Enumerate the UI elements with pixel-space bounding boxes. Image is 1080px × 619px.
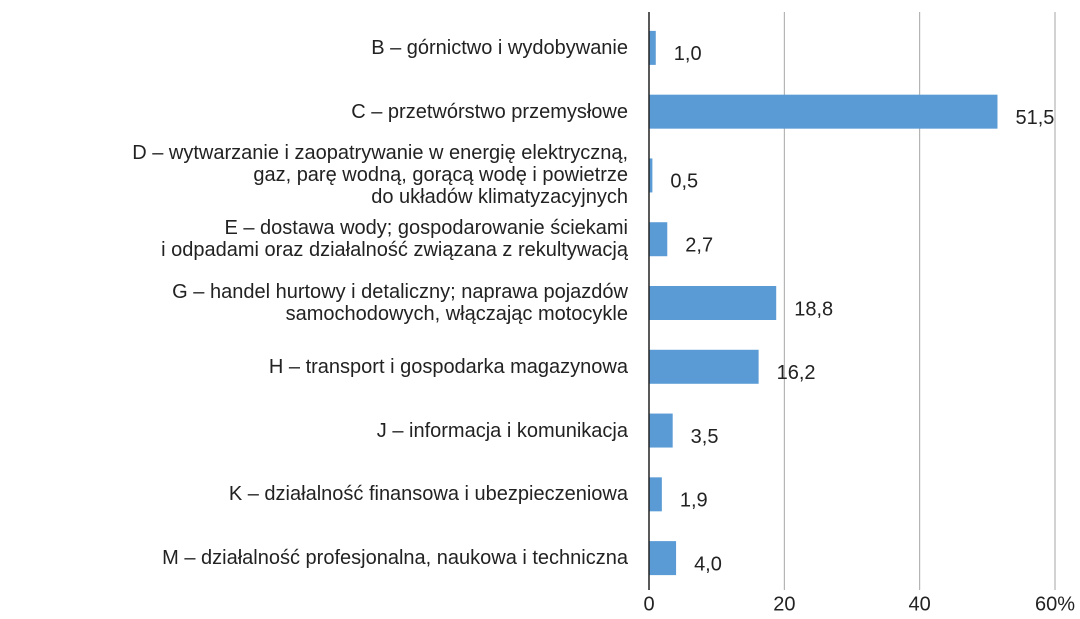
x-tick-label: 40 — [909, 593, 931, 615]
y-tick-label: E – dostawa wody; gospodarowanie ściekam… — [161, 217, 628, 262]
bar — [649, 94, 998, 129]
bar — [649, 477, 662, 512]
bar — [649, 158, 653, 193]
value-label: 0,5 — [670, 171, 698, 193]
y-tick-label: D – wytwarzanie i zaopatrywanie w energi… — [132, 142, 628, 209]
y-tick-label: H – transport i gospodarka magazynowa — [268, 355, 628, 378]
value-label: 18,8 — [794, 298, 833, 320]
y-tick-label: M – działalność profesjonalna, naukowa i… — [162, 547, 628, 570]
y-tick-label: B – górnictwo i wydobywanie — [371, 36, 628, 59]
value-label: 4,0 — [694, 553, 722, 575]
value-label: 2,7 — [685, 235, 713, 257]
bar — [649, 541, 677, 576]
y-tick-label: G – handel hurtowy i detaliczny; naprawa… — [172, 281, 628, 325]
bar — [649, 413, 673, 448]
x-tick-label: 0 — [643, 593, 654, 615]
value-label: 51,5 — [1015, 107, 1054, 129]
y-tick-label: J – informacja i komunikacja — [376, 419, 628, 442]
value-label: 3,5 — [691, 426, 719, 448]
bar — [649, 349, 759, 384]
bar — [649, 30, 656, 65]
bar — [649, 222, 668, 257]
bar — [649, 286, 777, 320]
value-label: 1,9 — [680, 490, 708, 512]
value-label: 16,2 — [777, 362, 816, 384]
x-tick-label: 20 — [773, 593, 795, 615]
value-label: 1,0 — [674, 43, 702, 65]
y-tick-label: K – działalność finansowa i ubezpieczeni… — [228, 483, 628, 506]
y-tick-label: C – przetwórstwo przemysłowe — [351, 100, 628, 123]
x-tick-label: 60% — [1035, 593, 1075, 615]
